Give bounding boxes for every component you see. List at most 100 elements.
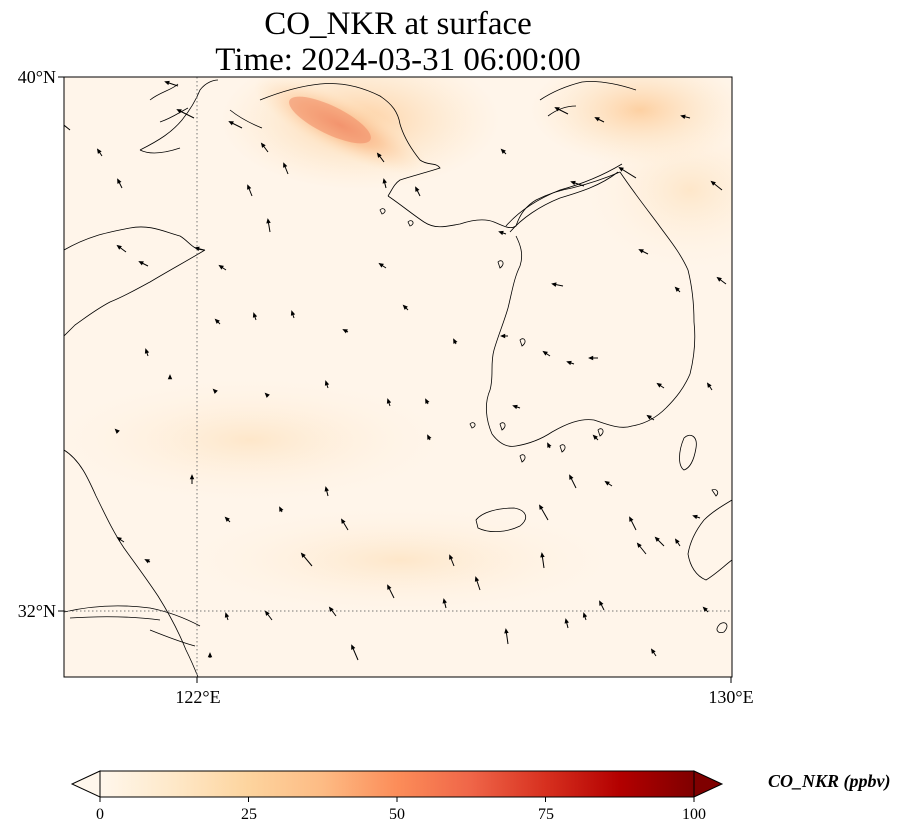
wind-arrow-head [680, 114, 686, 119]
wind-arrow-head [542, 350, 548, 356]
wind-arrow-head [116, 244, 122, 250]
wind-arrow-head [59, 121, 64, 126]
wind-arrow-head [167, 374, 173, 380]
wind-arrow-head [218, 264, 224, 270]
wind-arrow-head [582, 612, 588, 618]
colorbar-tick-label: 25 [241, 806, 257, 823]
wind-arrow-head [247, 184, 252, 190]
wind-arrow-head [228, 121, 234, 126]
wind-arrow-head [164, 80, 170, 86]
wind-arrow-head [266, 218, 271, 224]
korea-bay-coast [387, 171, 621, 229]
wind-arrow-head [116, 536, 122, 542]
wind-arrow-head [427, 434, 432, 440]
wind-arrow-head [636, 542, 642, 548]
wind-arrow-head [716, 276, 722, 282]
wind-arrow-head [114, 428, 120, 434]
wind-arrow-head [342, 329, 348, 334]
wind-arrow-head [618, 166, 624, 172]
wind-arrow-head [324, 486, 329, 492]
wind-arrow-head [117, 178, 122, 184]
wind-arrow-head [351, 644, 356, 650]
wind-arrow-head [498, 230, 504, 236]
korea-south-coast [491, 407, 667, 447]
wind-arrow-head [212, 388, 218, 394]
wind-arrow-head [547, 442, 552, 448]
wind-arrow-head [207, 652, 213, 658]
wind-arrow-head [629, 516, 634, 522]
wind-arrow-head [279, 506, 284, 512]
wind-arrow-head [402, 304, 408, 310]
map-title-line1: CO_NKR at surface [264, 6, 532, 42]
wind-arrow-head [144, 348, 150, 354]
wind-arrow-head [224, 516, 230, 522]
coastlines [64, 79, 732, 677]
colorbar-ticks [99, 797, 695, 802]
china-coast-south [64, 449, 199, 677]
wind-arrow-shaft [64, 124, 71, 131]
wind-arrow-head [290, 310, 296, 316]
gridlines [64, 77, 732, 677]
colorbar-label: CO_NKR (ppbv) [768, 771, 891, 791]
lat-label-32n: 32°N [17, 601, 56, 621]
wind-arrow-head [656, 382, 662, 388]
korea-west-coast [486, 235, 523, 435]
lon-label-130e: 130°E [708, 687, 754, 707]
concentration-field [64, 77, 732, 677]
wind-arrow-head [702, 606, 708, 612]
wind-arrow-head [692, 514, 698, 520]
wind-arrow-head [650, 648, 656, 654]
wind-arrow-head [176, 109, 182, 114]
wind-arrow-head [540, 552, 545, 558]
wind-arrow-head [387, 584, 392, 590]
wind-arrow-head [674, 538, 680, 544]
wind-arrow-head [300, 552, 306, 558]
axis-ticks [58, 76, 732, 683]
shandong-coast [64, 249, 206, 337]
wind-arrow-head [260, 142, 266, 148]
china-coast-north [64, 226, 206, 251]
wind-arrow-head [252, 312, 258, 318]
colorbar-gradient [100, 771, 694, 797]
wind-arrow-head [569, 474, 574, 480]
kyushu-coast [687, 489, 732, 633]
wind-arrow-head [214, 318, 220, 324]
wind-arrow-head [570, 180, 576, 186]
wind-arrow-head [264, 392, 270, 398]
wind-arrow-head [588, 355, 594, 361]
wind-arrow-head [194, 246, 200, 251]
map-frame [63, 76, 733, 678]
jeju-island [475, 507, 527, 532]
colorbar-extend-max [693, 770, 724, 798]
wind-arrow-head [654, 536, 660, 542]
colorbar-tick-label: 75 [538, 806, 554, 823]
wind-arrow-head [283, 162, 288, 168]
wind-arrow-head [500, 333, 506, 339]
wind-arrow-head [382, 178, 387, 184]
colorbar-tick-label: 50 [389, 806, 405, 823]
wind-arrow-head [189, 474, 195, 480]
wind-arrow-head [706, 382, 712, 388]
wind-arrow-head [449, 554, 454, 560]
wind-arrow-head [504, 628, 509, 634]
dmz-border [505, 163, 623, 233]
wind-arrow-head [474, 576, 480, 582]
liaodong-coast [259, 83, 441, 197]
colorbar-extend-min [70, 770, 101, 798]
wind-arrow-head [96, 148, 102, 154]
wind-arrow-head [554, 107, 560, 112]
tsushima-island [679, 434, 697, 471]
wind-arrow-head [594, 117, 600, 122]
wind-arrow-head [328, 606, 334, 612]
wind-arrow-head [638, 249, 644, 254]
wind-arrow-head [442, 598, 447, 604]
colorbar [70, 770, 724, 802]
wind-arrow-head [376, 152, 382, 158]
wind-arrow-head [512, 404, 518, 410]
wind-arrow-head [144, 559, 150, 564]
wind-arrow-head [378, 262, 384, 268]
wind-arrow-head [710, 180, 716, 186]
wind-arrow-head [674, 286, 680, 292]
north-korea-east-coast [619, 171, 696, 409]
